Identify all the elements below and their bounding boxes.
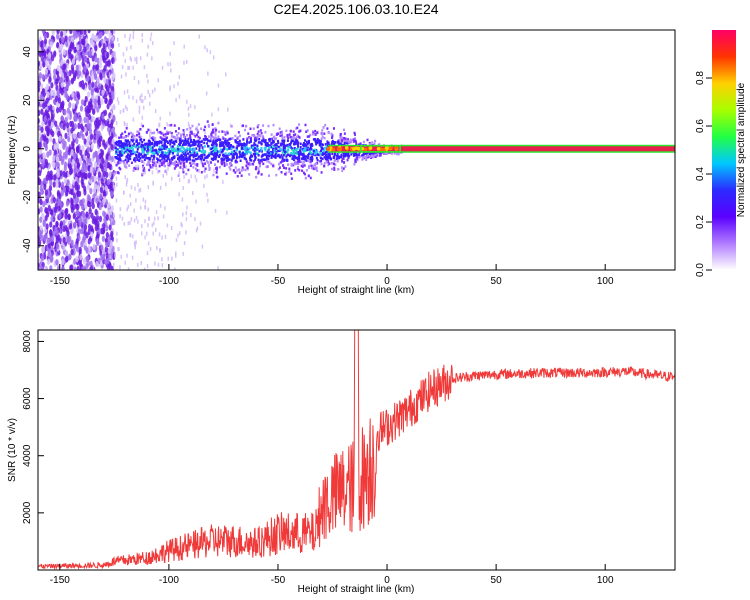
snr-x-axis-title: Height of straight line (km): [298, 584, 415, 595]
snr-panel: -150 -100 -50 0 50 100 2000 4000 6000 8000 Heigh…: [7, 329, 676, 595]
y-tick-label: 8000: [22, 330, 33, 353]
x-tick-label: 0: [384, 575, 390, 586]
colorbar-gradient: [712, 30, 736, 270]
snr-x-ticks: -150 -100 -50 0 50 100: [50, 564, 614, 586]
snr-y-ticks: 2000 4000 6000 8000: [22, 330, 44, 524]
y-tick-label: 0: [22, 146, 33, 152]
x-tick-label: -100: [159, 276, 179, 287]
spectrogram-panel: -150 -100 -50 0 50 100 -40 -20 0 20 40 Height of …: [7, 29, 676, 296]
x-tick-label: 100: [597, 575, 614, 586]
carrier-band: [328, 146, 675, 152]
snr-frame: [37, 329, 676, 571]
x-tick-label: 50: [491, 575, 503, 586]
colorbar-tick-label: 0.0: [695, 263, 706, 277]
x-tick-label: 0: [384, 276, 390, 287]
spectrogram-y-axis-title: Frequency (Hz): [7, 116, 18, 185]
spectrogram-x-axis-title: Height of straight line (km): [298, 285, 415, 296]
colorbar-tick-label: 0.2: [695, 215, 706, 229]
x-tick-label: -150: [50, 575, 70, 586]
spectrogram-frame: [37, 29, 676, 271]
x-tick-label: 100: [597, 276, 614, 287]
x-tick-label: 50: [491, 276, 503, 287]
spectrogram-cells: [38, 30, 675, 270]
snr-y-axis-title: SNR (10 * v/v): [7, 418, 18, 482]
y-tick-label: 6000: [22, 387, 33, 410]
colorbar-title: Normalized spectral amplitude: [736, 82, 747, 217]
x-tick-label: -50: [271, 575, 286, 586]
y-tick-label: -40: [22, 238, 33, 253]
x-tick-label: -50: [271, 276, 286, 287]
spectrogram-x-ticks: -150 -100 -50 0 50 100: [50, 264, 614, 287]
x-tick-label: -100: [159, 575, 179, 586]
colorbar-ticks: 0.0 0.2 0.4 0.6 0.8: [695, 71, 712, 277]
y-tick-label: 2000: [22, 501, 33, 524]
colorbar-tick-label: 0.4: [695, 167, 706, 181]
y-tick-label: 40: [22, 46, 33, 58]
snr-series-line: [38, 330, 675, 570]
y-tick-label: 20: [22, 94, 33, 106]
y-tick-label: -20: [22, 190, 33, 205]
spectrogram-y-ticks: -40 -20 0 20 40: [22, 46, 44, 253]
y-tick-label: 4000: [22, 444, 33, 467]
spectrogram-plot-area: [38, 30, 675, 270]
colorbar-tick-label: 0.6: [695, 119, 706, 133]
x-tick-label: -150: [50, 276, 70, 287]
figure-title: C2E4.2025.106.03.10.E24: [273, 1, 438, 17]
colorbar-tick-label: 0.8: [695, 71, 706, 85]
colorbar: 0.0 0.2 0.4 0.6 0.8 Normalized spectral ampl…: [695, 30, 747, 277]
